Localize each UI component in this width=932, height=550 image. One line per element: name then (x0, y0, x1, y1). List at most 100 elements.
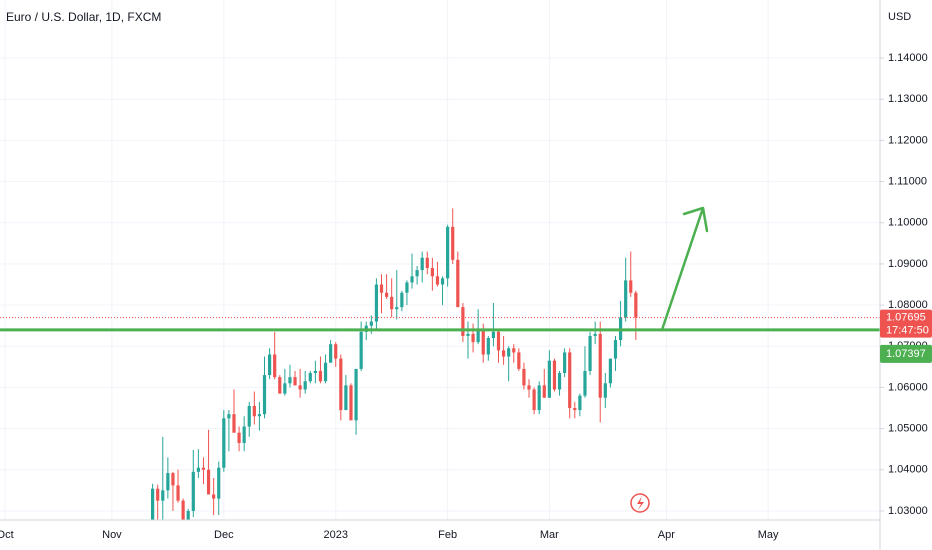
plot-area (0, 206, 880, 520)
countdown-label: 17:47:50 (886, 325, 929, 337)
candle-body (252, 405, 256, 417)
candle-body (486, 338, 490, 355)
y-tick-label: 1.09000 (888, 258, 928, 270)
candle-body (257, 414, 262, 417)
candle-body (237, 432, 241, 444)
candle-body (227, 414, 231, 419)
candle-body (151, 488, 155, 520)
candle-body (557, 373, 562, 390)
candle-body (354, 368, 358, 421)
x-tick-label: May (758, 529, 779, 541)
candle-body (588, 335, 592, 371)
candle-body (293, 377, 297, 386)
y-tick-label: 1.06000 (888, 381, 928, 393)
candle-body (166, 473, 170, 491)
y-tick-label: 1.11000 (888, 175, 927, 187)
candle-body (395, 307, 399, 310)
candle-body (298, 385, 302, 390)
candle-body (624, 280, 628, 318)
candle-body (634, 292, 638, 318)
x-tick-label: Apr (658, 529, 675, 541)
candle-body (161, 490, 165, 501)
x-tick-label: Feb (438, 529, 457, 541)
candle-body (191, 471, 195, 511)
candle-body (491, 331, 496, 339)
last-price-box (880, 309, 932, 338)
y-tick-label: 1.12000 (888, 134, 928, 146)
candle-body (212, 494, 216, 499)
candle-body (563, 352, 567, 374)
x-tick-label: 2023 (323, 529, 347, 541)
candle-body (527, 385, 531, 390)
candle-body (242, 426, 246, 444)
candle-body (384, 292, 389, 297)
x-tick-label: Oct (0, 529, 14, 541)
x-tick-label: Nov (102, 529, 122, 541)
candle-body (476, 329, 480, 343)
last-price-label: 1.07695 (886, 312, 926, 324)
candle-body (323, 362, 328, 382)
candle-body (232, 414, 236, 433)
candle-body (186, 510, 190, 520)
candle-body (201, 467, 206, 470)
lightning-icon (630, 493, 650, 513)
candle-body (349, 385, 353, 421)
candle-body (461, 307, 465, 336)
candle-body (374, 284, 379, 322)
candle-body (629, 280, 633, 293)
y-tick-label: 1.08000 (888, 299, 928, 311)
candle-body (247, 405, 251, 427)
chart-title: Euro / U.S. Dollar, 1D, FXCM (6, 10, 161, 24)
candle-body (466, 333, 470, 336)
candle-body (262, 375, 267, 415)
candle-body (344, 385, 348, 411)
candle-body (283, 383, 287, 394)
candle-body (278, 377, 282, 394)
candle-body (501, 350, 506, 357)
candle-body (532, 389, 536, 411)
candle-body (308, 373, 312, 382)
candle-body (410, 276, 414, 283)
candle-body (456, 259, 460, 308)
candle-body (446, 226, 450, 279)
candle-body (288, 377, 292, 384)
candle-body (339, 358, 343, 411)
candle-body (400, 292, 404, 308)
y-tick-label: 1.03000 (888, 505, 928, 517)
candle-body (583, 370, 587, 396)
x-tick-label: Mar (540, 529, 559, 541)
candle-body (415, 270, 419, 277)
candle-body (573, 408, 577, 411)
candle-body (329, 344, 333, 363)
candle-body (507, 348, 511, 357)
candle-body (156, 488, 160, 501)
candle-body (171, 473, 175, 486)
arrow (660, 206, 709, 332)
y-tick-label: 1.05000 (888, 423, 928, 435)
candle-body (217, 467, 221, 499)
candle-body (176, 485, 180, 501)
y-tick-label: 1.04000 (888, 464, 928, 476)
candle-body (222, 418, 226, 468)
candle-body (390, 296, 394, 310)
support-box (880, 344, 932, 363)
candle-body (578, 395, 582, 411)
candle-body (440, 278, 445, 285)
candle-body (481, 329, 485, 355)
candle-body (318, 370, 323, 382)
candle-body (552, 360, 557, 390)
support-label: 1.07397 (886, 348, 926, 360)
candle-body (405, 282, 409, 293)
candle-body (181, 500, 185, 520)
candle-body (496, 331, 501, 351)
candle-body (522, 368, 526, 386)
grid (0, 0, 880, 520)
candle-body (471, 333, 475, 343)
candle-body (608, 358, 613, 384)
candle-body (542, 385, 546, 398)
y-tick-label: 1.14000 (888, 52, 928, 64)
candle-body (273, 354, 277, 378)
candle-body (313, 370, 317, 374)
candle-body (517, 352, 521, 369)
